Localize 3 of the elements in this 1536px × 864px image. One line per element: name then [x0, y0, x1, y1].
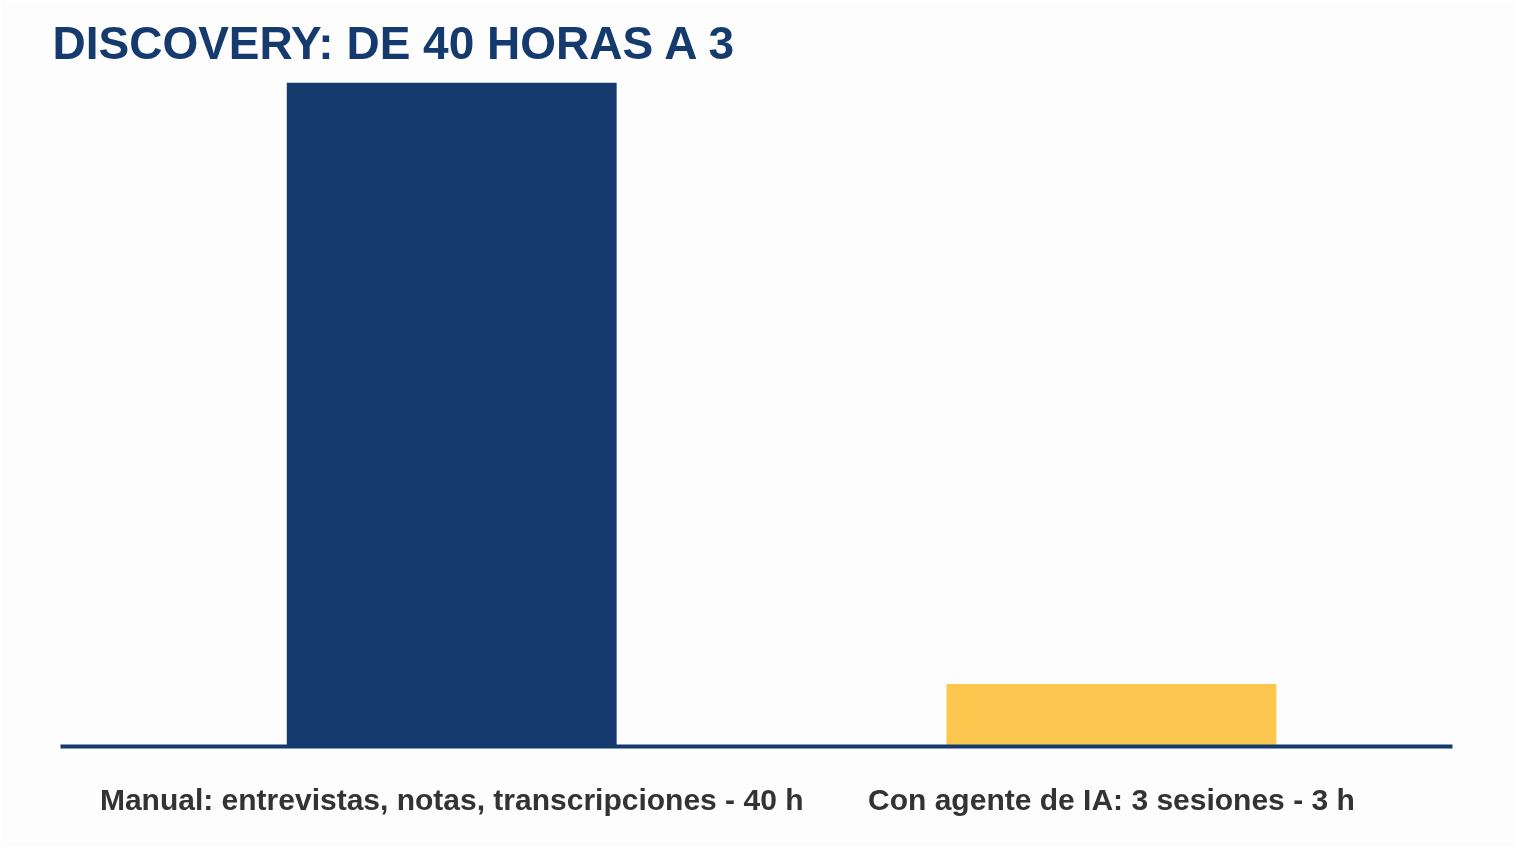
- chart-title: DISCOVERY: DE 40 HORAS A 3: [52, 16, 735, 69]
- x-tick-label: Manual: entrevistas, notas, transcripciones - 40 h: [99, 782, 804, 816]
- x-tick-label: Con agente de IA: 3 sesiones - 3 h: [868, 782, 1355, 816]
